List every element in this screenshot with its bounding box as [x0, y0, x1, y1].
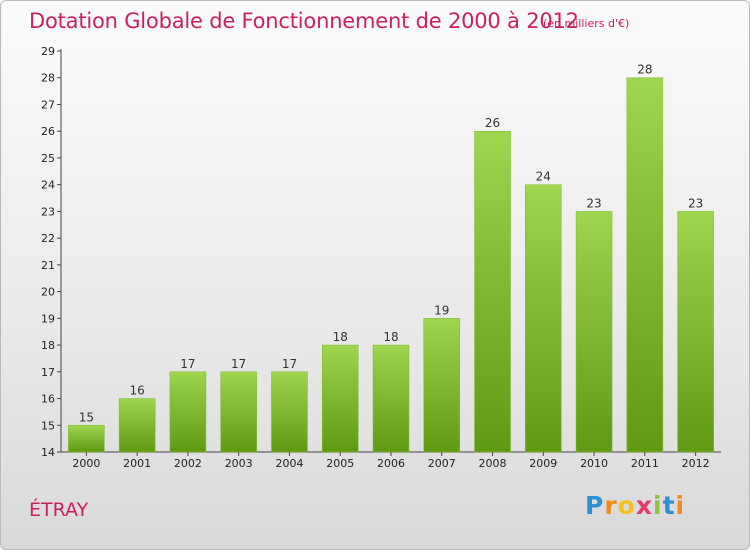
- logo-letter: i: [675, 491, 686, 520]
- logo-letter: o: [617, 491, 636, 520]
- bar-value-label: 18: [333, 330, 348, 344]
- bar-value-label: 15: [79, 410, 94, 424]
- chart-bars: 15 16 17 17 17 18 18 19 26 24 23 28 23: [68, 63, 714, 453]
- logo-letter: r: [604, 491, 618, 520]
- x-tick-label: 2008: [479, 457, 507, 470]
- bar-value-label: 23: [586, 196, 601, 210]
- bar-value-label: 17: [282, 357, 297, 371]
- bar: [169, 371, 207, 453]
- chart-axes: 14 15 16 17 18 19 20 21 22 23 24 25 26 27 28 29 2000 2001…: [41, 45, 721, 470]
- x-tick-label: 2005: [326, 457, 354, 470]
- y-tick-label: 22: [41, 232, 55, 245]
- y-tick-label: 26: [41, 125, 55, 138]
- y-tick-label: 17: [41, 366, 55, 379]
- bar: [271, 371, 308, 453]
- logo-letter: i: [653, 491, 663, 520]
- y-tick-label: 18: [41, 339, 55, 352]
- y-tick-label: 25: [41, 152, 55, 165]
- x-tick-label: 2001: [123, 457, 151, 470]
- y-tick-label: 29: [41, 45, 55, 58]
- x-tick-label: 2007: [428, 457, 456, 470]
- x-tick-label: 2010: [580, 457, 608, 470]
- y-tick-label: 24: [41, 179, 55, 192]
- y-tick-label: 28: [41, 72, 55, 85]
- y-tick-label: 15: [41, 419, 55, 432]
- bar: [118, 398, 156, 453]
- x-tick-label: 2000: [72, 457, 100, 470]
- y-tick-label: 19: [41, 312, 55, 325]
- bar: [626, 77, 664, 453]
- bar: [474, 130, 511, 453]
- bar: [525, 184, 562, 453]
- x-tick-label: 2009: [529, 457, 557, 470]
- bar-value-label: 19: [434, 303, 449, 317]
- y-tick-label: 23: [41, 205, 55, 218]
- x-tick-label: 2002: [174, 457, 202, 470]
- bar: [575, 211, 613, 453]
- y-tick-label: 27: [41, 98, 55, 111]
- commune-name: ÉTRAY: [29, 499, 89, 521]
- bar-value-label: 26: [485, 116, 500, 130]
- y-tick-label: 16: [41, 393, 55, 406]
- logo-letter: t: [662, 491, 676, 520]
- x-tick-label: 2006: [377, 457, 405, 470]
- y-tick-label: 14: [41, 446, 55, 459]
- y-tick-label: 20: [41, 286, 55, 299]
- bar-value-label: 16: [130, 384, 145, 398]
- bar: [677, 211, 714, 453]
- x-tick-label: 2012: [682, 457, 710, 470]
- bar-value-label: 24: [536, 170, 551, 184]
- bar: [423, 318, 461, 453]
- bar: [321, 344, 359, 453]
- bar-value-label: 23: [688, 196, 703, 210]
- bar-value-label: 18: [383, 330, 398, 344]
- proxiti-logo[interactable]: Proxiti: [585, 491, 685, 520]
- bar-value-label: 17: [180, 357, 195, 371]
- chart-title: Dotation Globale de Fonctionnement de 20…: [29, 9, 579, 33]
- bar-value-label: 28: [637, 63, 652, 77]
- x-tick-label: 2003: [225, 457, 253, 470]
- bar: [68, 425, 105, 453]
- x-tick-label: 2011: [631, 457, 659, 470]
- logo-letter: x: [635, 491, 653, 520]
- y-tick-label: 21: [41, 259, 55, 272]
- chart-subtitle: (en milliers d'€): [543, 17, 630, 30]
- x-tick-label: 2004: [275, 457, 303, 470]
- bar: [220, 371, 257, 453]
- bar: [372, 344, 410, 453]
- logo-letter: P: [585, 491, 605, 520]
- bar-value-label: 17: [231, 357, 246, 371]
